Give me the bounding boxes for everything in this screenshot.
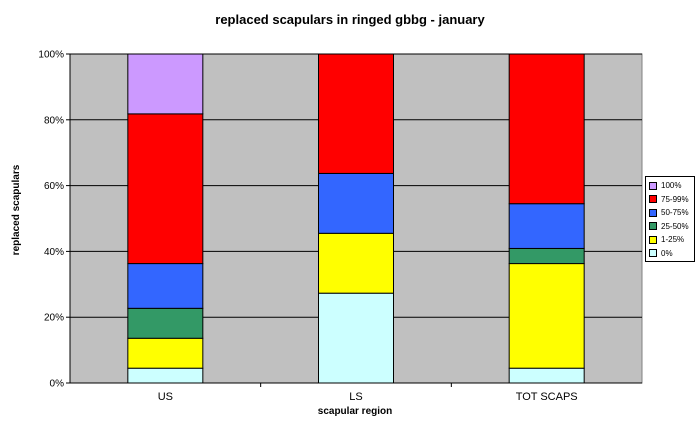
legend-swatch: [649, 249, 657, 258]
legend-item: 25-50%: [649, 220, 694, 234]
legend-label: 1-25%: [661, 235, 685, 245]
x-tick-label: TOT SCAPS: [516, 391, 578, 403]
legend-item: 0%: [649, 247, 694, 261]
y-tick-label: 80%: [44, 115, 64, 126]
legend-swatch: [649, 222, 657, 231]
legend-label: 75-99%: [661, 194, 689, 204]
bar-segment: [318, 292, 394, 384]
legend: 100% 75-99% 50-75% 25-50% 1-25% 0%: [645, 176, 695, 262]
bar-segment: [127, 53, 204, 115]
legend-swatch: [649, 208, 657, 217]
bar-segment: [318, 53, 394, 174]
chart-title: replaced scapulars in ringed gbbg - janu…: [215, 12, 485, 27]
bar-segment: [508, 263, 585, 369]
bar-segment: [318, 232, 394, 294]
y-tick-label: 60%: [44, 181, 64, 192]
x-axis-title: scapular region: [317, 406, 393, 417]
legend-label: 100%: [661, 181, 682, 191]
bar-segment: [508, 53, 585, 205]
bar-segment: [127, 307, 204, 339]
bar-segment: [508, 247, 585, 265]
legend-item: 100%: [649, 179, 694, 193]
y-tick-label: 100%: [38, 50, 64, 61]
bar-segment: [127, 367, 204, 384]
x-tick-label: LS: [349, 391, 362, 403]
y-tick-label: 0%: [50, 379, 65, 390]
bar-segment: [127, 113, 204, 265]
legend-label: 25-50%: [661, 221, 689, 231]
y-tick-label: 40%: [44, 247, 64, 258]
legend-item: 50-75%: [649, 206, 694, 220]
legend-item: 75-99%: [649, 193, 694, 207]
legend-swatch: [649, 195, 657, 204]
x-tick-label: US: [158, 391, 173, 403]
legend-label: 50-75%: [661, 208, 689, 218]
y-tick-label: 20%: [44, 313, 64, 324]
bar-segment: [127, 263, 204, 309]
legend-item: 1-25%: [649, 233, 694, 247]
legend-label: 0%: [661, 248, 673, 258]
legend-swatch: [649, 235, 657, 244]
bar-segment: [508, 367, 585, 384]
bar-segment: [508, 203, 585, 249]
bar-segment: [318, 172, 394, 234]
bar-segment: [127, 337, 204, 369]
legend-swatch: [649, 181, 657, 190]
